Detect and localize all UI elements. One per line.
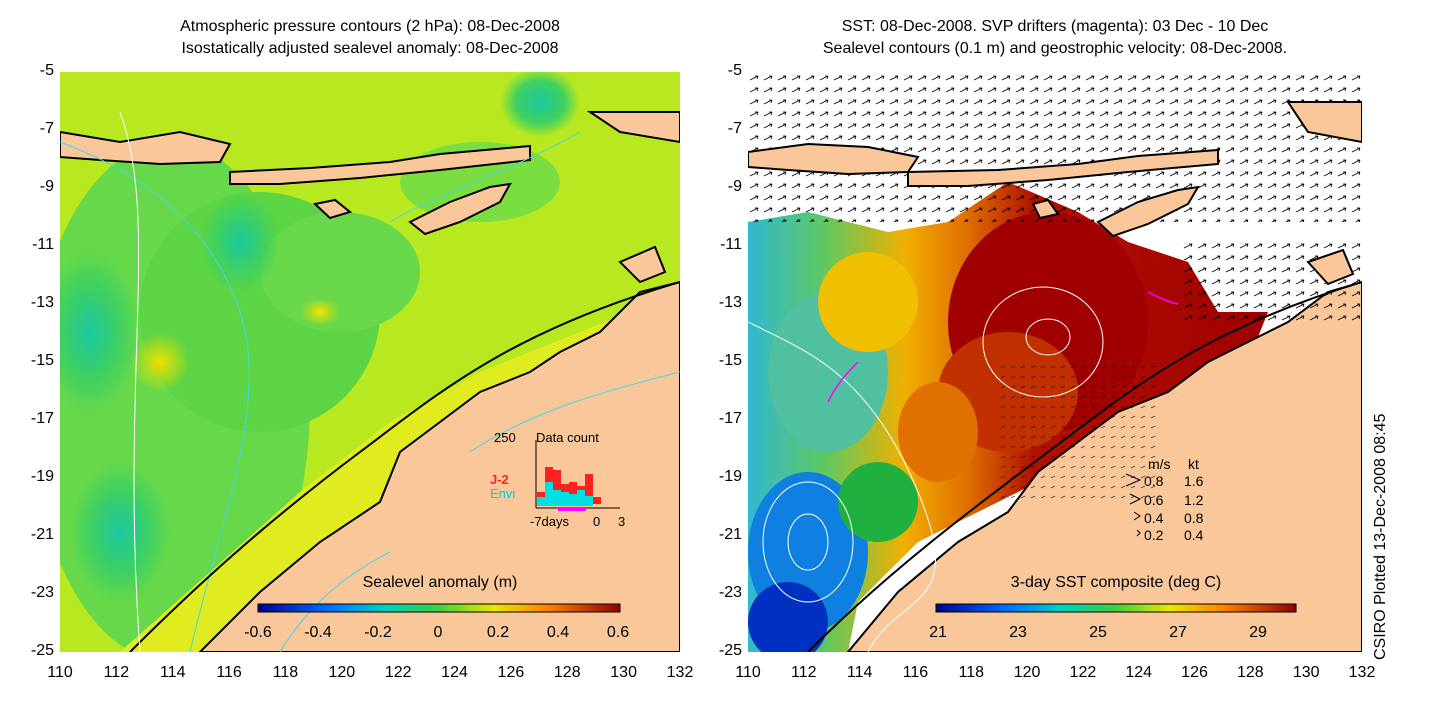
right-ytick: -13 xyxy=(718,294,742,311)
inset-series-envi: Envi xyxy=(490,486,516,501)
velocity-legend-arrows xyxy=(1125,473,1142,537)
legend-row-ms: 0.4 xyxy=(1144,510,1164,526)
right-xtick: 116 xyxy=(902,664,929,681)
left-xtick: 116 xyxy=(216,664,242,681)
sealevel-anomaly-map: 250 Data count J-2 Envi -7days 0 3 Seale… xyxy=(60,72,680,652)
inset-title: Data count xyxy=(536,430,599,445)
left-xtick: 122 xyxy=(384,664,412,681)
legend-header-ms: m/s xyxy=(1148,456,1171,472)
sla-tick: -0.6 xyxy=(244,624,272,641)
right-xtick: 128 xyxy=(1237,664,1264,681)
data-count-bars xyxy=(535,440,620,511)
right-xtick: 132 xyxy=(1348,664,1376,681)
right-ytick: -17 xyxy=(718,410,742,427)
right-ytick: -15 xyxy=(718,352,742,369)
right-xtick: 122 xyxy=(1069,664,1097,681)
legend-row-ms: 0.8 xyxy=(1144,473,1164,489)
left-xtick: 112 xyxy=(103,664,130,681)
sla-colorbar-label: Sealevel anomaly (m) xyxy=(362,574,518,591)
legend-row-kt: 0.4 xyxy=(1184,527,1204,543)
right-xtick: 130 xyxy=(1292,664,1320,681)
inset-count-label: 250 xyxy=(494,430,516,445)
left-xtick: 130 xyxy=(610,664,637,681)
left-xtick: 118 xyxy=(272,664,299,681)
right-xtick: 118 xyxy=(958,664,985,681)
inset-xlabel-end: 3 xyxy=(618,514,626,529)
left-title: Atmospheric pressure contours (2 hPa): 0… xyxy=(60,16,680,60)
sst-tick: 27 xyxy=(1169,624,1187,641)
legend-row-kt: 1.2 xyxy=(1184,492,1204,508)
left-ytick: -13 xyxy=(30,294,54,311)
legend-row-ms: 0.6 xyxy=(1144,492,1164,508)
left-xtick: 114 xyxy=(159,664,186,681)
right-ytick: -23 xyxy=(718,584,742,601)
legend-row-ms: 0.2 xyxy=(1144,527,1164,543)
sst-tick: 23 xyxy=(1009,624,1027,641)
right-ytick: -9 xyxy=(727,178,742,195)
right-xtick: 120 xyxy=(1013,664,1041,681)
legend-row-kt: 1.6 xyxy=(1184,473,1204,489)
right-xtick: 124 xyxy=(1125,664,1153,681)
sla-tick: -0.4 xyxy=(304,624,332,641)
left-ytick: -15 xyxy=(30,352,54,369)
inset-series-j2: J-2 xyxy=(490,472,509,487)
left-xtick: 132 xyxy=(666,664,694,681)
left-xtick: 126 xyxy=(497,664,525,681)
left-ytick: -21 xyxy=(30,526,54,543)
left-ytick: -23 xyxy=(30,584,54,601)
legend-header-kt: kt xyxy=(1188,456,1199,472)
right-ytick: -25 xyxy=(718,642,742,659)
right-ytick: -7 xyxy=(727,120,742,137)
sla-tick: -0.2 xyxy=(364,624,392,641)
right-ytick: -11 xyxy=(720,236,742,253)
legend-row-kt: 0.8 xyxy=(1184,510,1204,526)
sla-colorbar xyxy=(257,603,621,613)
left-ytick: -7 xyxy=(39,120,54,137)
right-xtick: 114 xyxy=(846,664,873,681)
left-ytick: -5 xyxy=(39,62,54,79)
sla-tick: 0.2 xyxy=(486,624,510,641)
left-ytick: -25 xyxy=(30,642,54,659)
right-ytick: -21 xyxy=(718,526,742,543)
sla-tick: 0.6 xyxy=(606,624,630,641)
left-xtick: 124 xyxy=(441,664,468,681)
right-title-line2: Sealevel contours (0.1 m) and geostrophi… xyxy=(822,40,1288,57)
sst-map-svg xyxy=(748,72,1362,652)
sla-tick: 0.4 xyxy=(546,624,570,641)
plot-credit: CSIRO Plotted 13-Dec-2008 08:45 xyxy=(1372,413,1389,660)
sst-tick: 25 xyxy=(1089,624,1107,641)
right-xtick: 110 xyxy=(735,664,761,681)
sst-map: m/s kt 0.8 1.6 0.6 1.2 0.4 0.8 0.2 0.4 3… xyxy=(748,72,1362,652)
right-ytick: -5 xyxy=(727,62,742,79)
left-title-line1: Atmospheric pressure contours (2 hPa): 0… xyxy=(180,18,560,35)
left-ytick: -19 xyxy=(30,468,54,485)
sst-tick: 29 xyxy=(1249,624,1267,641)
sst-colorbar xyxy=(935,603,1297,613)
left-xtick: 128 xyxy=(553,664,581,681)
left-ytick: -9 xyxy=(39,178,54,195)
left-xtick: 120 xyxy=(328,664,356,681)
left-ytick: -11 xyxy=(32,236,54,253)
inset-xlabel-zero: 0 xyxy=(593,514,601,529)
inset-xlabel-start: -7days xyxy=(530,514,570,529)
left-xtick: 110 xyxy=(47,664,73,681)
sst-tick: 21 xyxy=(929,624,947,641)
right-title: SST: 08-Dec-2008. SVP drifters (magenta)… xyxy=(748,16,1362,60)
right-title-line1: SST: 08-Dec-2008. SVP drifters (magenta)… xyxy=(841,18,1269,35)
sealevel-map-svg xyxy=(60,72,680,652)
left-ytick: -17 xyxy=(30,410,54,427)
right-ytick: -19 xyxy=(718,468,742,485)
right-xtick: 126 xyxy=(1181,664,1208,681)
sst-colorbar-label: 3-day SST composite (deg C) xyxy=(1010,574,1222,591)
left-title-line2: Isostatically adjusted sealevel anomaly:… xyxy=(181,40,559,57)
sla-tick: 0 xyxy=(433,624,443,641)
right-xtick: 112 xyxy=(791,664,817,681)
